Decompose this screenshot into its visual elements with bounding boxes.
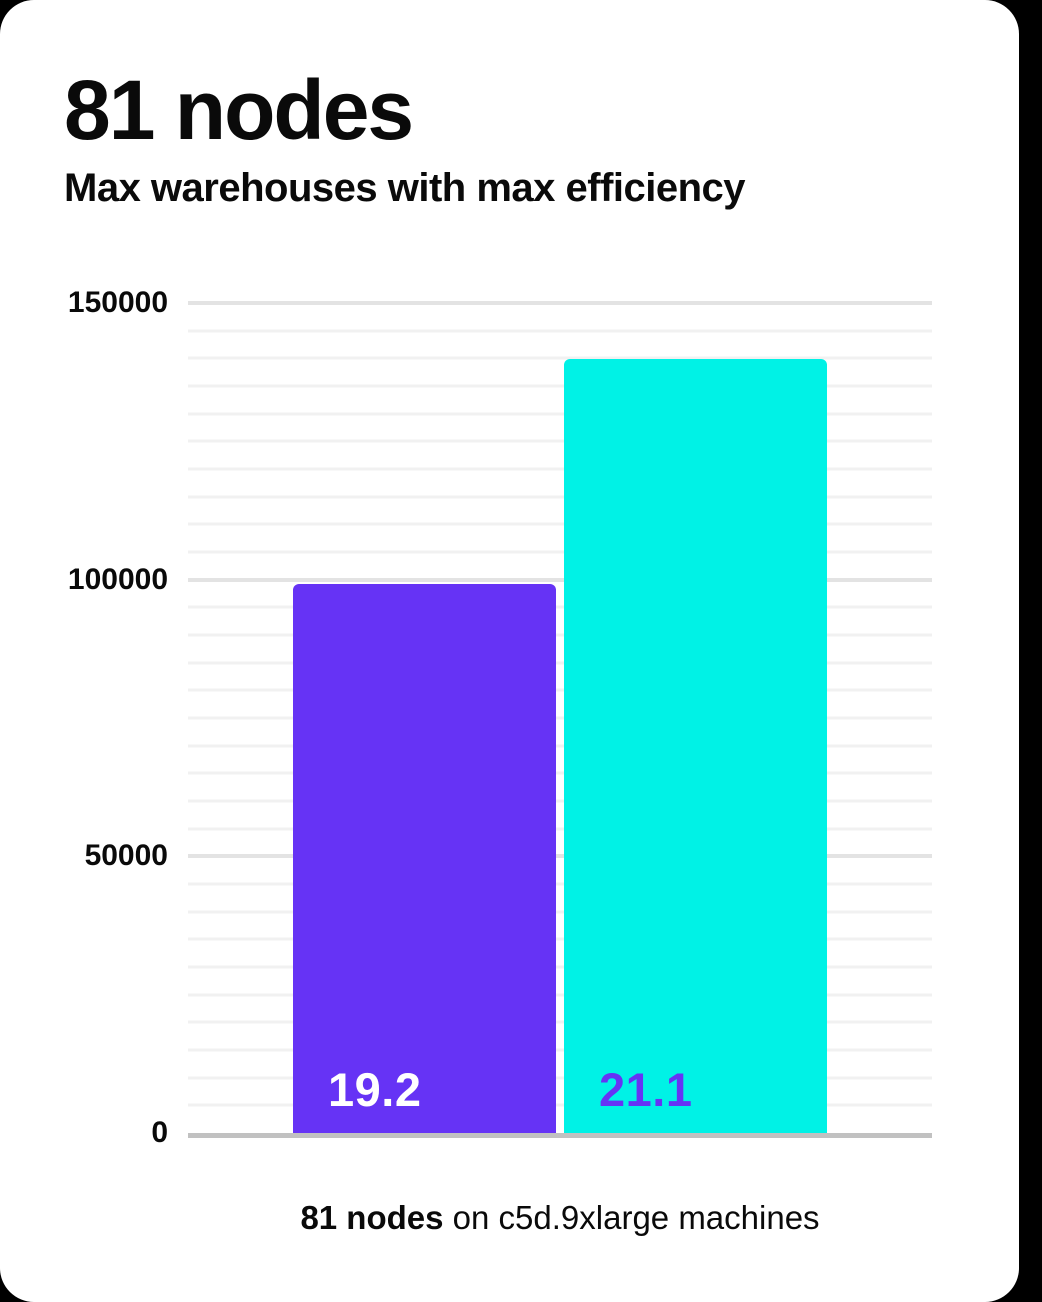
caption: 81 nodes on c5d.9xlarge machines: [188, 1196, 932, 1240]
minor-gridline: [188, 827, 932, 831]
minor-gridline: [188, 688, 932, 692]
minor-gridline: [188, 799, 932, 803]
y-tick-label: 150000: [67, 286, 168, 319]
minor-gridline: [188, 329, 932, 333]
chart-title: 81 nodes: [64, 63, 414, 157]
minor-gridline: [188, 771, 932, 775]
y-tick-label: 100000: [67, 562, 168, 596]
minor-gridline: [188, 661, 932, 665]
minor-gridline: [188, 1020, 932, 1024]
minor-gridline: [188, 882, 932, 886]
major-gridline: [188, 577, 932, 582]
minor-gridline: [188, 937, 932, 941]
minor-gridline: [188, 439, 932, 443]
minor-gridline: [188, 1048, 932, 1052]
minor-gridline: [188, 467, 932, 471]
minor-gridline: [188, 412, 932, 416]
minor-gridline: [188, 550, 932, 554]
minor-gridline: [188, 993, 932, 997]
bar-value-label: 19.2: [328, 1063, 422, 1116]
bar-value-label: 21.1: [599, 1063, 693, 1116]
minor-gridline: [188, 1076, 932, 1080]
major-gridline: [188, 854, 932, 859]
y-tick-label: 0: [151, 1116, 168, 1149]
minor-gridline: [188, 716, 932, 720]
minor-gridline: [188, 605, 932, 609]
x-axis-line: [188, 1133, 932, 1138]
major-gridline: [188, 301, 932, 305]
bar-21.1: 21.1: [564, 358, 827, 1133]
minor-gridline: [188, 495, 932, 499]
caption-regular-text: on c5d.9xlarge machines: [443, 1199, 820, 1236]
y-tick-label: 50000: [84, 839, 168, 873]
chart-subtitle: Max warehouses with max efficiency: [64, 166, 746, 210]
y-axis: 0 50000 100000 150000: [0, 286, 168, 1149]
bar-19.2: 19.2: [293, 584, 556, 1133]
card: 81 nodes Max warehouses with max efficie…: [0, 0, 1019, 1302]
minor-gridline: [188, 522, 932, 526]
minor-gridline: [188, 965, 932, 969]
minor-gridline: [188, 356, 932, 360]
minor-gridline: [188, 633, 932, 637]
minor-gridline: [188, 910, 932, 914]
plot-area: 19.2 21.1: [188, 301, 932, 1133]
minor-gridline: [188, 1103, 932, 1107]
minor-gridline: [188, 384, 932, 388]
caption-bold-text: 81 nodes: [300, 1199, 444, 1236]
minor-gridline: [188, 744, 932, 748]
